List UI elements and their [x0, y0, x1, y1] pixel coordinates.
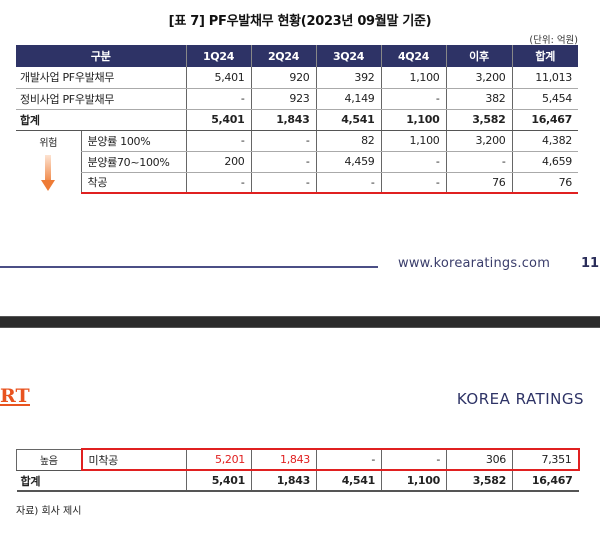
cell: - — [250, 151, 316, 173]
cell: 392 — [315, 67, 381, 89]
row-label: 개발사업 PF우발채무 — [16, 67, 186, 89]
row-label: 분양률70~100% — [80, 151, 186, 173]
cell: 16,467 — [511, 108, 578, 131]
pf-contingent-liability-table: 구분 1Q24 2Q24 3Q24 4Q24 이후 합계 개발사업 PF우발채무… — [16, 45, 578, 194]
risk-high-label: 높음 — [16, 448, 82, 471]
table-row: 위험 분양률 100% - - 82 1,100 3,200 4,382 — [16, 130, 578, 191]
total-label: 합계 — [16, 108, 186, 131]
risk-indicator: 위험 — [16, 130, 81, 193]
cell: 16,467 — [512, 470, 579, 492]
cell: 1,100 — [381, 470, 447, 492]
cell: - — [380, 172, 446, 194]
row-label: 분양률 100% — [80, 130, 186, 152]
cell: 382 — [445, 88, 512, 110]
cell: 82 — [315, 130, 381, 152]
header-category: 구분 — [16, 45, 186, 67]
footer-url[interactable]: www.korearatings.com — [398, 256, 551, 271]
table-row-highlighted: 높음 미착공 5,201 1,843 - - 306 7,351 — [16, 448, 580, 471]
cell: 76 — [511, 172, 578, 194]
table-row: 분양률70~100% 200 - 4,459 - - 4,659 — [16, 151, 578, 173]
cell: 3,200 — [445, 130, 512, 152]
brand-name: KOREA RATINGS — [456, 390, 584, 408]
pf-table-continued: 높음 미착공 5,201 1,843 - - 306 7,351 합계 5,40… — [16, 448, 580, 492]
header-1q24: 1Q24 — [185, 45, 251, 67]
cell: 1,100 — [380, 67, 446, 89]
cell: 5,201 — [186, 448, 252, 471]
cell: 1,843 — [251, 448, 317, 471]
cell: 4,659 — [511, 151, 578, 173]
cell: 1,100 — [380, 130, 446, 152]
cell: - — [185, 88, 251, 110]
cell: - — [380, 88, 446, 110]
table-row: 착공 - - - - 76 76 — [16, 172, 578, 194]
header-row: 구분 1Q24 2Q24 3Q24 4Q24 이후 합계 — [16, 45, 578, 67]
header-3q24: 3Q24 — [315, 45, 381, 67]
cell: 3,200 — [445, 67, 512, 89]
cell: 3,582 — [446, 470, 513, 492]
cell: 920 — [250, 67, 316, 89]
cell: 4,382 — [511, 130, 578, 152]
risk-label: 위험 — [39, 137, 58, 149]
cell: 4,541 — [315, 108, 381, 131]
footer-rule — [0, 266, 378, 268]
header-total: 합계 — [511, 45, 578, 67]
table-row: 개발사업 PF우발채무 5,401 920 392 1,100 3,200 11… — [16, 67, 578, 89]
cell: 4,541 — [316, 470, 382, 492]
row-label: 착공 — [80, 172, 186, 194]
cell: 306 — [446, 448, 513, 471]
cell: 76 — [445, 172, 512, 194]
cell: 11,013 — [511, 67, 578, 89]
cell: 200 — [185, 151, 251, 173]
cell: - — [185, 172, 251, 194]
cell: 1,100 — [380, 108, 446, 131]
cell: - — [250, 172, 316, 194]
header-4q24: 4Q24 — [380, 45, 446, 67]
cell: 4,459 — [315, 151, 381, 173]
cell: 923 — [250, 88, 316, 110]
page-number: 11 — [581, 256, 600, 271]
row-label: 미착공 — [80, 448, 187, 471]
page-separator — [0, 316, 600, 328]
total-label: 합계 — [16, 470, 187, 492]
cell: - — [381, 448, 447, 471]
cell: - — [316, 448, 382, 471]
cell: 7,351 — [512, 448, 580, 471]
cell: 5,454 — [511, 88, 578, 110]
cell: 5,401 — [186, 470, 252, 492]
unit-label: (단위: 억원) — [529, 35, 578, 46]
cell: - — [315, 172, 381, 194]
cell: - — [185, 130, 251, 152]
cell: - — [250, 130, 316, 152]
cell: 1,843 — [251, 470, 317, 492]
cell: 1,843 — [250, 108, 316, 131]
source-note: 자료) 회사 제시 — [16, 506, 82, 517]
cell: 4,149 — [315, 88, 381, 110]
header-2q24: 2Q24 — [250, 45, 316, 67]
total-row: 합계 5,401 1,843 4,541 1,100 3,582 16,467 — [16, 470, 579, 492]
cell: - — [380, 151, 446, 173]
cell: 5,401 — [185, 67, 251, 89]
cell: - — [445, 151, 512, 173]
table-title: [표 7] PF우발채무 현황(2023년 09월말 기준) — [168, 14, 432, 29]
total-row: 합계 5,401 1,843 4,541 1,100 3,582 16,467 — [16, 108, 578, 131]
cell: 3,582 — [445, 108, 512, 131]
arrow-down-icon — [41, 154, 56, 193]
table-row: 정비사업 PF우발채무 - 923 4,149 - 382 5,454 — [16, 88, 578, 110]
header-after: 이후 — [445, 45, 512, 67]
cell: 5,401 — [185, 108, 251, 131]
report-logo: RT — [0, 385, 30, 407]
row-label: 정비사업 PF우발채무 — [16, 88, 186, 110]
